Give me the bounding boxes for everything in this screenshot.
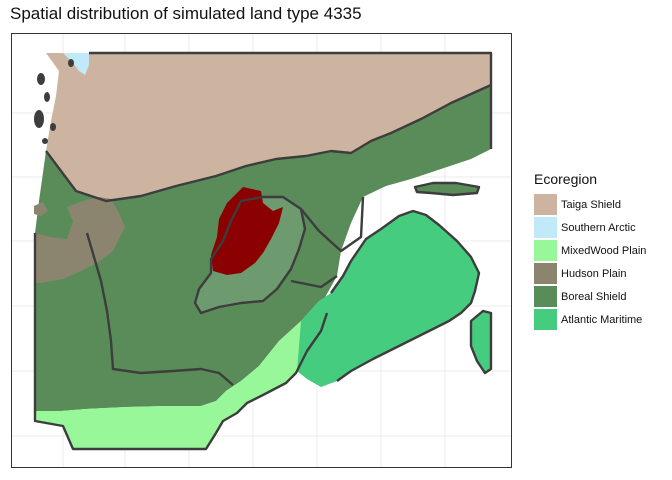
legend-swatch [534, 240, 557, 261]
legend-label: Taiga Shield [561, 198, 621, 211]
legend-swatch [534, 194, 557, 215]
legend-item-mixedwood-plain: MixedWood Plain [534, 239, 670, 262]
legend-item-boreal-shield: Boreal Shield [534, 285, 670, 308]
southern-arctic-region [63, 53, 89, 75]
legend-item-atlantic-maritime: Atlantic Maritime [534, 308, 670, 331]
legend-label: Atlantic Maritime [561, 313, 643, 326]
legend-swatch [534, 217, 557, 238]
legend-item-southern-arctic: Southern Arctic [534, 216, 670, 239]
legend-label: Southern Arctic [561, 221, 636, 234]
hudson-plain-islet [34, 202, 48, 216]
atlantic-maritime-region [297, 211, 479, 387]
lake-features [34, 59, 74, 144]
legend-item-taiga-shield: Taiga Shield [534, 193, 670, 216]
map-title: Spatial distribution of simulated land t… [10, 4, 362, 23]
simulated-land-type-area [211, 187, 283, 275]
atlantic-maritime-peninsula [471, 311, 491, 373]
legend-swatch [534, 286, 557, 307]
legend-label: Boreal Shield [561, 290, 627, 303]
hudson-plain-region [35, 197, 125, 283]
legend-swatch [534, 263, 557, 284]
legend-title: Ecoregion [534, 171, 598, 187]
mixedwood-plain-region [35, 301, 327, 449]
legend: Ecoregion Taiga Shield Southern Arctic M… [534, 171, 670, 331]
map-canvas [12, 34, 511, 467]
legend-label: MixedWood Plain [561, 244, 647, 257]
boundary-outlines [33, 51, 493, 451]
legend-label: Hudson Plain [561, 267, 627, 280]
legend-swatch [534, 309, 557, 330]
map-panel [11, 33, 512, 468]
legend-item-hudson-plain: Hudson Plain [534, 262, 670, 285]
taiga-shield-region [46, 53, 491, 201]
